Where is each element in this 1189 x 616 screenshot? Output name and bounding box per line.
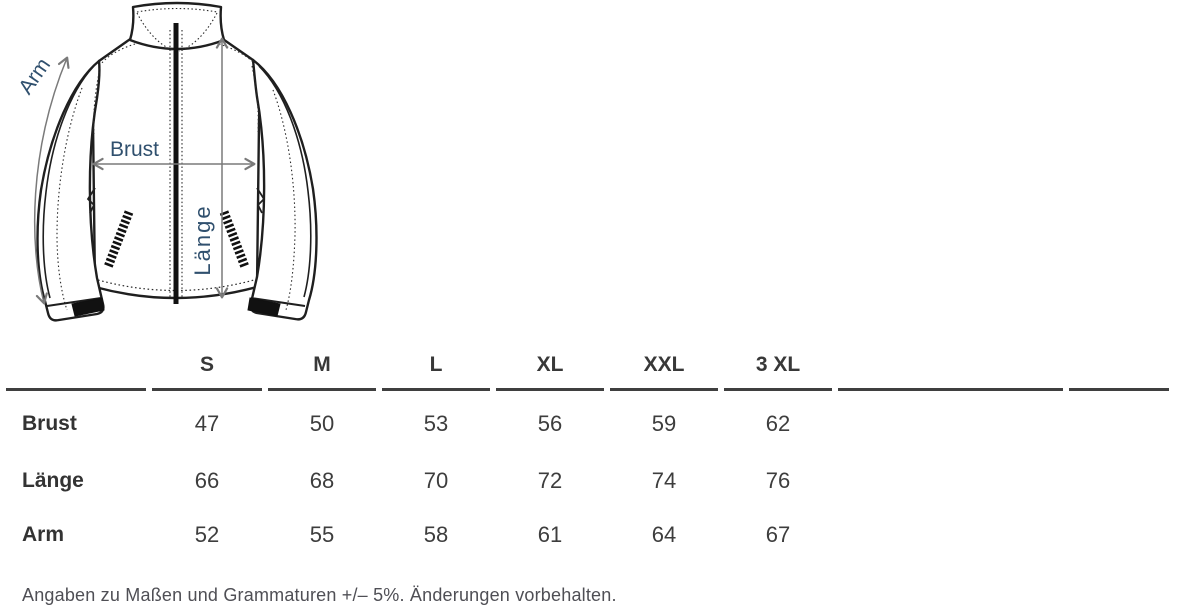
row-label-brust: Brust xyxy=(22,412,77,435)
right-cuff-line xyxy=(250,297,306,307)
brust-l: 53 xyxy=(423,411,449,436)
right-sleeve-stitch xyxy=(272,89,296,311)
row-label-arm: Arm xyxy=(22,523,65,546)
size-col-s: S xyxy=(152,342,262,391)
size-col-xl: XL xyxy=(496,342,604,391)
arm-m: 55 xyxy=(309,522,335,547)
laenge-l: 70 xyxy=(423,468,449,493)
left-cuff-line xyxy=(46,297,102,307)
size-table-section: S M L XL XXL 3 XL Brust 47 50 53 56 xyxy=(0,342,1180,562)
collar-top-stitch xyxy=(136,7,218,13)
arm-l: 58 xyxy=(423,522,449,547)
size-table: S M L XL XXL 3 XL Brust 47 50 53 56 xyxy=(0,342,1175,562)
right-shoulder-stitch xyxy=(218,43,254,63)
arm-label: Arm xyxy=(14,54,55,99)
filler-col-1 xyxy=(838,342,1063,391)
size-col-3xl: 3 XL xyxy=(724,342,832,391)
brust-s: 47 xyxy=(194,411,220,436)
left-armhole-stitch xyxy=(93,67,101,135)
right-cuff-tab xyxy=(247,297,281,317)
tolerance-footnote: Angaben zu Maßen und Grammaturen +/– 5%.… xyxy=(22,585,617,605)
jacket-diagram: Brust Länge Arm xyxy=(0,0,340,340)
jacket-drawing-icon: Brust Länge Arm xyxy=(14,1,318,322)
brust-3xl: 62 xyxy=(765,411,791,436)
laenge-label: Länge xyxy=(190,204,215,275)
corner-cell xyxy=(6,342,146,391)
arm-xxl: 64 xyxy=(651,522,677,547)
right-elbow-notch xyxy=(256,187,266,214)
laenge-3xl: 76 xyxy=(765,468,791,493)
brust-xxl: 59 xyxy=(651,411,677,436)
left-elbow-notch xyxy=(86,187,96,214)
filler-col-2 xyxy=(1069,342,1169,391)
arm-3xl: 67 xyxy=(765,522,791,547)
table-row-arm: Arm 52 55 58 61 64 67 xyxy=(6,508,1169,562)
size-col-l: L xyxy=(382,342,490,391)
left-shoulder-stitch xyxy=(100,43,136,65)
size-col-m: M xyxy=(268,342,376,391)
arm-arrow xyxy=(33,56,70,305)
left-pocket-zipper xyxy=(103,210,134,269)
laenge-s: 66 xyxy=(194,468,220,493)
size-col-xxl: XXL xyxy=(610,342,718,391)
size-header-row: S M L XL XXL 3 XL xyxy=(6,342,1169,391)
right-sleeve xyxy=(249,58,318,321)
laenge-xl: 72 xyxy=(537,468,563,493)
left-cuff-tab xyxy=(71,297,105,317)
arm-xl: 61 xyxy=(537,522,563,547)
brust-m: 50 xyxy=(309,411,335,436)
right-armhole-stitch xyxy=(251,65,259,133)
table-row-laenge: Länge 66 68 70 72 74 76 xyxy=(6,454,1169,508)
laenge-m: 68 xyxy=(309,468,335,493)
collar-v-stitch-left xyxy=(136,12,176,52)
hem-stitch xyxy=(97,279,255,292)
row-label-laenge: Länge xyxy=(22,469,84,492)
brust-xl: 56 xyxy=(537,411,563,436)
arm-s: 52 xyxy=(194,522,220,547)
table-row-brust: Brust 47 50 53 56 59 62 xyxy=(6,391,1169,454)
laenge-xxl: 74 xyxy=(651,468,677,493)
right-sleeve-seam xyxy=(258,65,312,298)
brust-label: Brust xyxy=(110,138,159,161)
